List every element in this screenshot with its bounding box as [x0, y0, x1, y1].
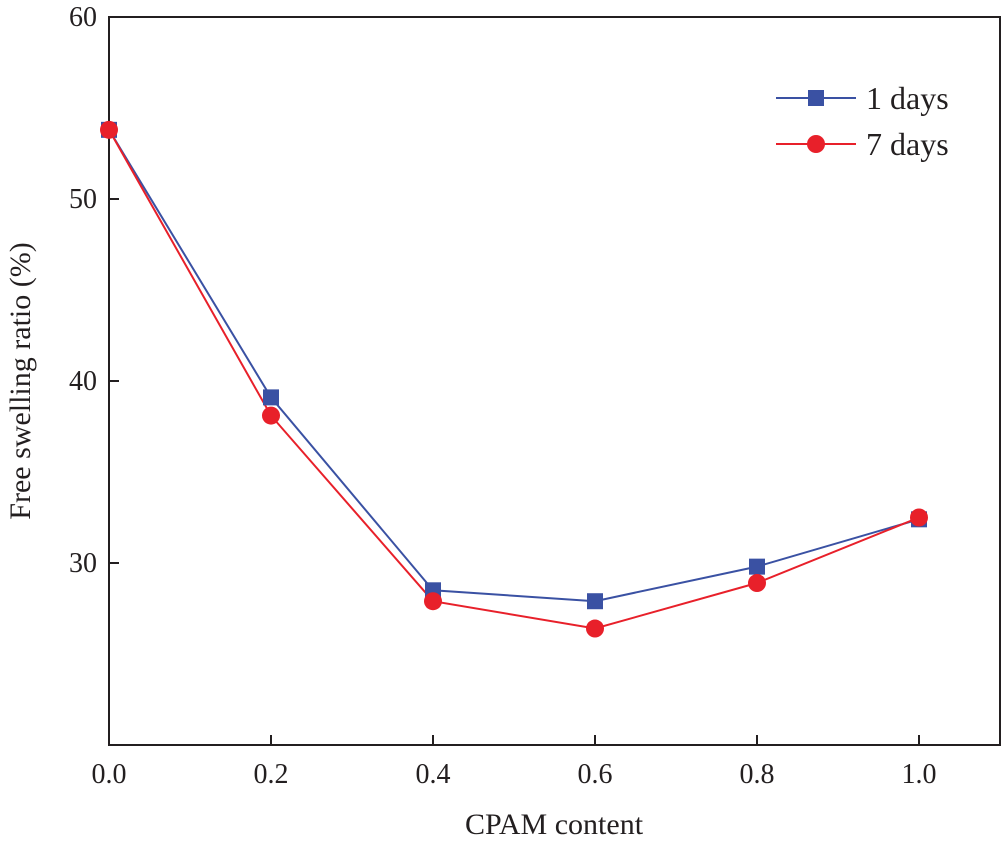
data-point-series-1	[263, 389, 279, 406]
data-point-series-2	[748, 574, 766, 593]
y-tick-label: 60	[69, 2, 97, 33]
legend-label-2: 7 days	[866, 126, 949, 162]
series-line-2	[108, 129, 920, 630]
series-line-1	[108, 129, 920, 603]
x-tick-label: 0.0	[92, 759, 127, 790]
x-axis: 0.0 0.2 0.4 0.6 0.8 1.0	[92, 735, 937, 790]
y-axis-label: Free swelling ratio (%)	[4, 242, 37, 519]
data-point-series-2	[424, 592, 442, 611]
legend-marker-2	[807, 135, 825, 153]
y-tick-label: 30	[69, 548, 97, 579]
x-tick-label: 0.4	[416, 759, 451, 790]
x-tick-label: 0.8	[740, 759, 775, 790]
y-tick-label: 50	[69, 184, 97, 215]
data-point-series-1	[587, 593, 603, 610]
legend-label-1: 1 days	[866, 80, 949, 116]
legend-marker-1	[808, 90, 824, 106]
data-point-series-2	[100, 120, 118, 139]
x-tick-label: 0.2	[254, 759, 289, 790]
x-tick-label: 0.6	[578, 759, 613, 790]
data-point-series-1	[749, 558, 765, 575]
legend: 1 days 7 days	[776, 80, 949, 162]
series-layer	[100, 120, 928, 638]
x-tick-label: 1.0	[902, 759, 937, 790]
data-point-series-2	[262, 406, 280, 425]
data-point-series-2	[586, 619, 604, 638]
y-tick-label: 40	[69, 366, 97, 397]
y-axis: 30 40 50 60	[69, 2, 119, 579]
x-axis-label: CPAM content	[465, 808, 644, 841]
data-point-series-2	[910, 508, 928, 527]
